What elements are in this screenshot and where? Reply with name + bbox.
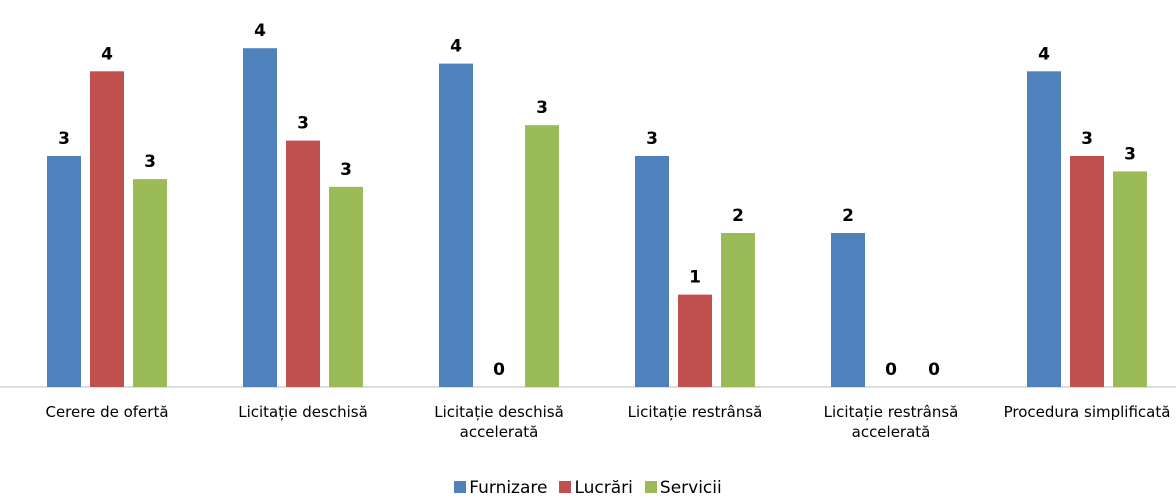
data-label: 3 bbox=[58, 129, 70, 149]
legend-item: Lucrări bbox=[559, 478, 633, 498]
data-label: 3 bbox=[340, 160, 352, 180]
legend-label: Servicii bbox=[659, 478, 722, 498]
bar bbox=[678, 294, 712, 387]
legend-label: Lucrări bbox=[574, 478, 633, 498]
data-label: 0 bbox=[885, 360, 897, 380]
x-tick-label: Licitație restrânsă accelerată bbox=[823, 403, 959, 441]
bar bbox=[1070, 156, 1104, 387]
legend-label: Furnizare bbox=[469, 478, 548, 498]
bar bbox=[286, 140, 320, 387]
data-label: 2 bbox=[842, 206, 854, 226]
x-tick-label: Procedura simplificată bbox=[1003, 403, 1171, 421]
bar bbox=[47, 156, 81, 387]
x-tick-label: Cerere de ofertă bbox=[45, 403, 169, 421]
legend-item: Servicii bbox=[644, 478, 722, 498]
data-label: 4 bbox=[254, 21, 266, 41]
data-label: 3 bbox=[1081, 129, 1093, 149]
legend-item: Furnizare bbox=[454, 478, 547, 498]
data-label: 3 bbox=[536, 98, 548, 118]
bar bbox=[439, 63, 473, 387]
bar bbox=[831, 233, 865, 387]
data-label: 3 bbox=[1124, 144, 1136, 164]
data-label: 2 bbox=[732, 206, 744, 226]
bar bbox=[90, 71, 124, 388]
data-label: 3 bbox=[144, 152, 156, 172]
x-tick-label: Licitație restrânsă bbox=[627, 403, 763, 421]
legend-swatch bbox=[644, 481, 657, 493]
bar bbox=[635, 156, 669, 387]
bar bbox=[1113, 171, 1147, 387]
data-label: 1 bbox=[689, 268, 701, 288]
bar bbox=[329, 186, 363, 387]
data-label: 4 bbox=[450, 37, 462, 57]
bar bbox=[1027, 71, 1061, 388]
legend-swatch bbox=[454, 481, 467, 493]
data-label: 0 bbox=[928, 360, 940, 380]
bar bbox=[133, 179, 167, 387]
data-label: 3 bbox=[297, 114, 309, 134]
data-label: 3 bbox=[646, 129, 658, 149]
x-tick-label: Licitație deschisă bbox=[238, 403, 368, 421]
legend-swatch bbox=[559, 481, 572, 493]
legend: Furnizare Lucrări Servicii bbox=[0, 478, 1176, 498]
data-label: 4 bbox=[101, 44, 113, 64]
bar bbox=[243, 48, 277, 387]
data-label: 4 bbox=[1038, 44, 1050, 64]
bar bbox=[721, 233, 755, 387]
x-tick-label: Licitație deschisă accelerată bbox=[434, 403, 564, 441]
bar bbox=[525, 125, 559, 387]
data-label: 0 bbox=[493, 360, 505, 380]
